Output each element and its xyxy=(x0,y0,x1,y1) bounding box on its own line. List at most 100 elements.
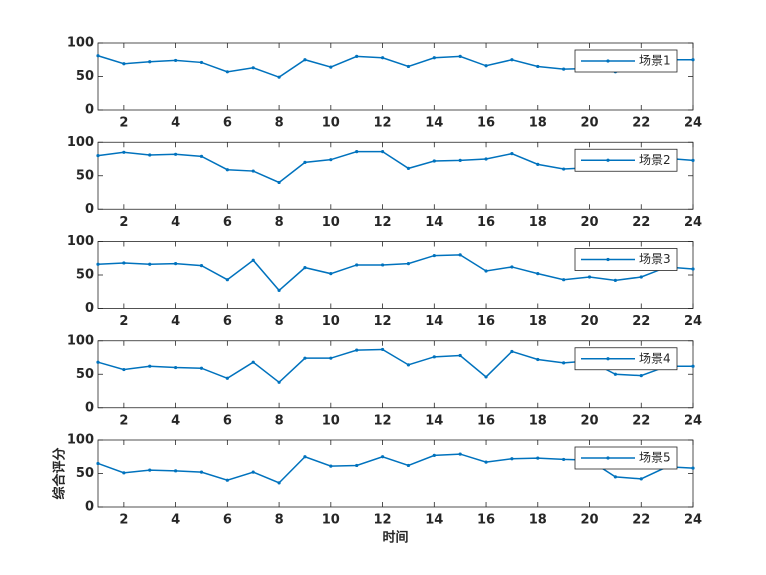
x-tick-label: 2 xyxy=(119,413,128,428)
data-point xyxy=(122,150,126,154)
data-point xyxy=(277,75,281,79)
legend-label: 场景5 xyxy=(639,451,671,465)
x-tick-label: 14 xyxy=(425,215,443,230)
x-tick-label: 16 xyxy=(477,413,495,428)
legend-label: 场景4 xyxy=(639,351,671,365)
data-point xyxy=(562,457,566,462)
data-point xyxy=(329,272,333,276)
data-point xyxy=(613,372,617,376)
x-tick-label: 22 xyxy=(632,513,650,528)
legend-marker xyxy=(606,158,610,162)
x-tick-label: 22 xyxy=(632,116,650,131)
x-tick-label: 10 xyxy=(322,215,340,230)
data-point xyxy=(536,162,540,166)
legend-marker xyxy=(606,357,610,361)
x-tick-label: 2 xyxy=(119,513,128,528)
x-tick-label: 4 xyxy=(171,116,180,131)
data-point xyxy=(458,452,462,456)
data-point xyxy=(510,349,514,354)
data-point xyxy=(174,365,178,370)
data-point xyxy=(639,373,643,378)
x-tick-label: 6 xyxy=(223,314,232,329)
data-point xyxy=(406,166,411,170)
legend-marker xyxy=(606,257,610,262)
data-point xyxy=(329,464,333,468)
data-point xyxy=(484,460,488,464)
y-tick-label: 100 xyxy=(67,333,94,348)
data-point xyxy=(96,262,100,266)
x-tick-label: 12 xyxy=(374,314,392,329)
x-tick-label: 14 xyxy=(425,116,443,131)
y-tick-label: 0 xyxy=(85,400,94,415)
data-point xyxy=(174,58,178,63)
x-tick-label: 18 xyxy=(529,413,547,428)
data-point xyxy=(691,58,695,62)
x-tick-label: 18 xyxy=(529,215,547,230)
x-tick-label: 24 xyxy=(684,116,702,131)
data-point xyxy=(691,364,695,368)
legend-marker xyxy=(606,456,610,460)
x-tick-label: 2 xyxy=(119,314,128,329)
x-tick-label: 12 xyxy=(374,513,392,528)
data-point xyxy=(562,361,566,365)
x-tick-label: 8 xyxy=(275,513,284,528)
data-point xyxy=(432,453,436,458)
y-tick-label: 0 xyxy=(85,500,94,515)
data-point xyxy=(406,64,411,69)
data-point xyxy=(380,455,385,459)
data-point xyxy=(148,364,152,368)
x-tick-label: 10 xyxy=(322,116,340,131)
x-tick-label: 20 xyxy=(580,314,598,329)
data-point xyxy=(510,265,514,269)
data-point xyxy=(96,154,100,158)
x-tick-label: 8 xyxy=(275,413,284,428)
x-tick-label: 14 xyxy=(425,314,443,329)
data-point xyxy=(510,457,514,461)
y-axis-label: 综合评分 xyxy=(52,447,68,499)
data-point xyxy=(122,367,126,372)
data-point xyxy=(484,269,488,273)
x-tick-label: 14 xyxy=(425,413,443,428)
x-tick-label: 6 xyxy=(223,513,232,528)
data-point xyxy=(536,64,540,69)
x-tick-label: 16 xyxy=(477,513,495,528)
data-point xyxy=(432,253,436,258)
legend-marker xyxy=(606,59,610,63)
data-line xyxy=(97,254,694,292)
data-point xyxy=(199,470,204,474)
data-point xyxy=(251,258,255,262)
x-tick-label: 8 xyxy=(275,314,284,329)
y-tick-label: 100 xyxy=(67,433,94,448)
data-point xyxy=(225,376,229,380)
data-point xyxy=(380,56,385,60)
data-point xyxy=(458,253,462,257)
data-point xyxy=(251,360,255,364)
y-tick-label: 0 xyxy=(85,301,94,316)
data-point xyxy=(484,157,488,161)
data-point xyxy=(691,158,695,162)
y-tick-label: 50 xyxy=(76,168,94,183)
x-tick-label: 24 xyxy=(684,215,702,230)
x-tick-label: 20 xyxy=(580,215,598,230)
data-point xyxy=(251,169,255,173)
x-tick-label: 4 xyxy=(171,215,180,230)
data-point xyxy=(277,481,281,485)
y-tick-label: 100 xyxy=(67,234,94,249)
x-tick-label: 14 xyxy=(425,513,443,528)
data-point xyxy=(122,471,126,475)
y-tick-label: 100 xyxy=(67,135,94,150)
data-point xyxy=(251,66,255,70)
data-point xyxy=(251,470,255,474)
data-point xyxy=(587,275,592,279)
data-point xyxy=(225,70,229,74)
data-point xyxy=(406,463,411,468)
data-point xyxy=(122,62,126,66)
data-point xyxy=(96,54,100,58)
x-tick-label: 10 xyxy=(322,413,340,428)
data-point xyxy=(380,263,385,267)
data-point xyxy=(96,360,100,364)
y-tick-label: 0 xyxy=(85,103,94,118)
data-point xyxy=(174,152,178,156)
data-point xyxy=(536,357,540,362)
